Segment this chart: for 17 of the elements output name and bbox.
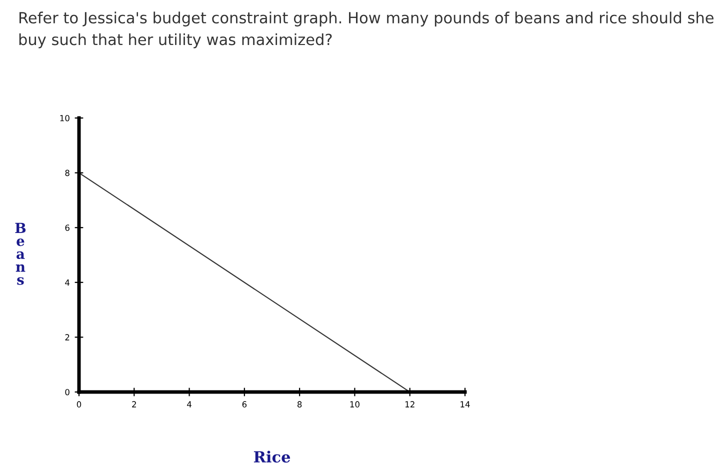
y-tick-label: 8 bbox=[65, 170, 70, 176]
x-tick-label: 10 bbox=[350, 401, 360, 408]
chart-title: Refer to Jessica's budget constraint graph. How many pounds of beans and rice should she buy such that her utility was maximized? bbox=[19, 12, 714, 48]
y-tick-label: 0 bbox=[65, 388, 70, 396]
y-tick-label: 6 bbox=[65, 224, 70, 231]
x-tick-label: 4 bbox=[187, 401, 192, 408]
y-tick-label: 10 bbox=[60, 114, 70, 122]
x-tick-label: 8 bbox=[297, 401, 302, 408]
y-axis-title: Beans bbox=[15, 222, 26, 285]
x-tick-label: 0 bbox=[76, 401, 82, 408]
x-tick-label: 14 bbox=[460, 401, 470, 408]
x-axis-title: Rice bbox=[254, 450, 290, 463]
x-tick-label: 12 bbox=[405, 401, 414, 408]
x-tick-label: 2 bbox=[132, 401, 136, 408]
y-tick-label: 2 bbox=[65, 334, 70, 340]
y-tick-label: 4 bbox=[65, 279, 70, 286]
x-tick-label: 6 bbox=[242, 401, 247, 408]
